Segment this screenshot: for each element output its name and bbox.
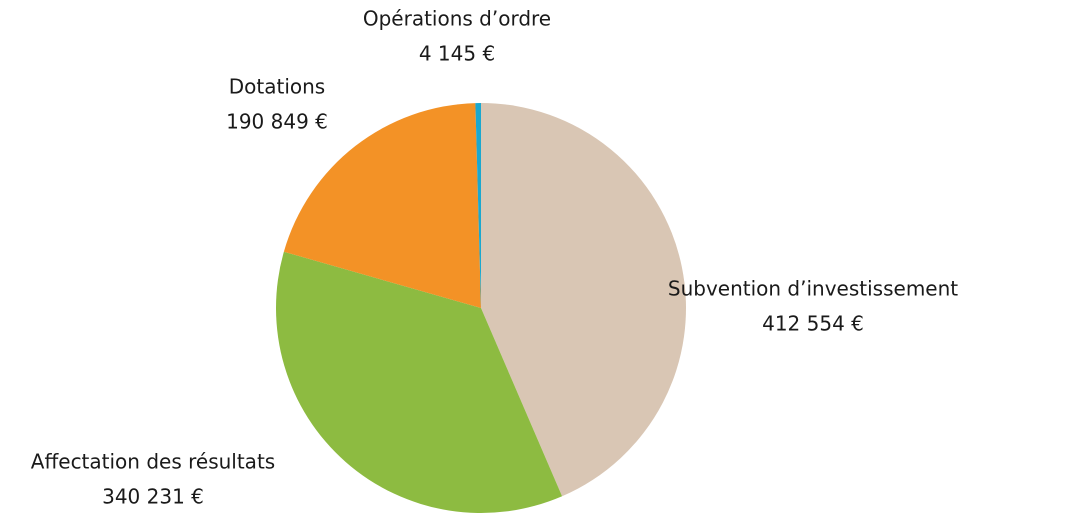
pie-slice	[283, 103, 481, 308]
pie-slice	[276, 251, 563, 513]
slice-value-label: 340 231 €	[102, 485, 204, 509]
slice-label: Subvention d’investissement	[668, 277, 958, 301]
slice-value-label: 412 554 €	[762, 312, 864, 336]
slice-value-label: 4 145 €	[419, 42, 495, 66]
slice-label: Dotations	[229, 75, 325, 99]
pie-slice	[481, 103, 686, 497]
slice-label: Opérations d’ordre	[363, 7, 551, 31]
slice-value-label: 190 849 €	[226, 110, 328, 134]
pie-slice	[475, 103, 481, 308]
slice-label: Affectation des résultats	[31, 450, 275, 474]
